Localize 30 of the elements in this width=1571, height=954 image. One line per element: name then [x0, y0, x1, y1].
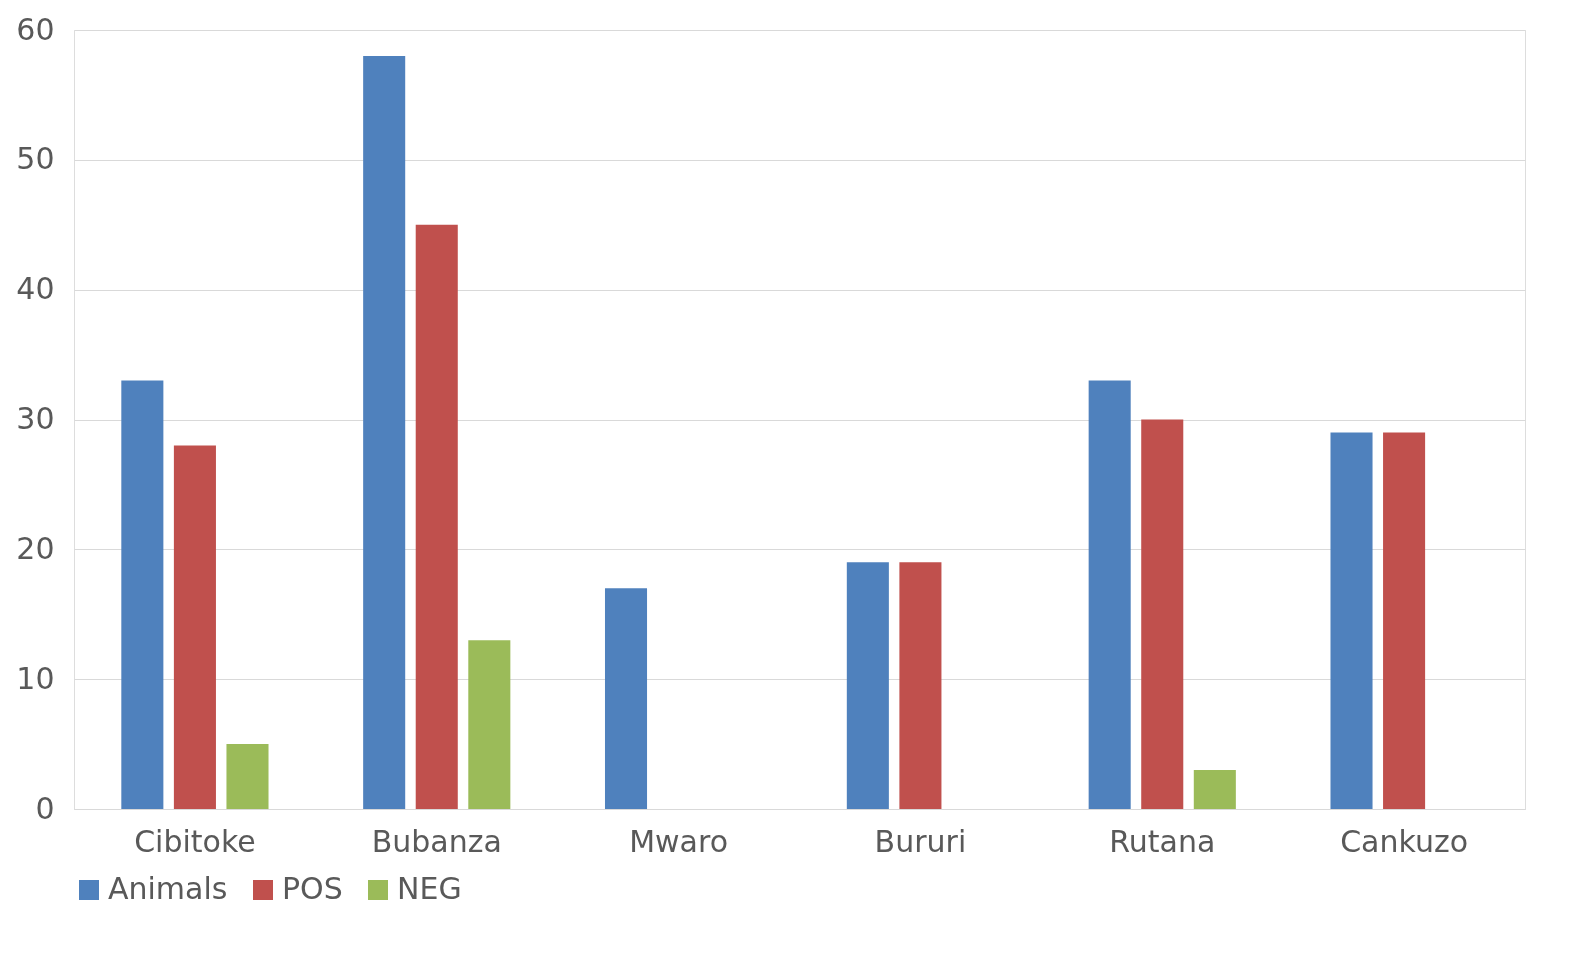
y-tick-label: 30 — [16, 401, 55, 436]
x-tick-label: Cankuzo — [1340, 823, 1469, 859]
bar — [846, 562, 889, 809]
legend-label: NEG — [397, 871, 462, 906]
bar — [1193, 770, 1236, 809]
bar — [1088, 380, 1131, 809]
bar — [173, 445, 216, 809]
x-tick-label: Rutana — [1109, 823, 1216, 859]
bar — [899, 562, 942, 809]
bar — [415, 224, 458, 809]
bar — [604, 588, 648, 809]
bar — [1383, 432, 1426, 809]
bar — [468, 640, 511, 809]
y-tick-label: 60 — [16, 11, 55, 47]
y-tick-label: 10 — [16, 660, 55, 696]
x-tick-label: Bururi — [874, 823, 967, 859]
x-tick-label: Cibitoke — [134, 823, 256, 859]
bar — [363, 55, 406, 809]
y-tick-label: 50 — [16, 141, 55, 177]
bar — [121, 380, 164, 809]
bar — [1330, 432, 1373, 809]
y-tick-label: 20 — [16, 530, 55, 566]
legend-label: POS — [282, 871, 343, 906]
x-tick-label: Mwaro — [629, 823, 729, 859]
legend-label: Animals — [108, 871, 228, 906]
y-tick-label: 40 — [16, 271, 55, 307]
bar — [226, 744, 269, 809]
x-tick-label: Bubanza — [371, 823, 502, 859]
bar — [1141, 419, 1184, 809]
y-tick-label: 0 — [35, 790, 55, 826]
